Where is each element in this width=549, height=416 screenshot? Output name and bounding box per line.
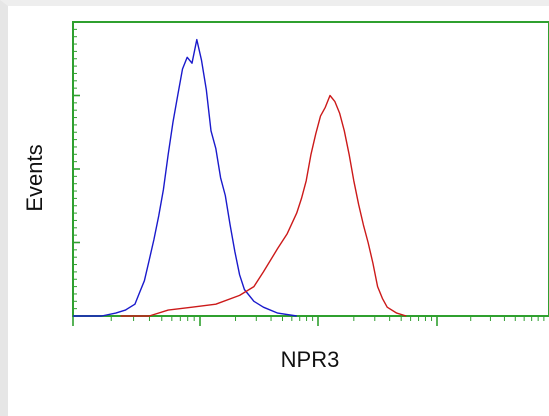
y-axis-label: Events [22, 144, 47, 211]
series-layer [73, 38, 407, 317]
x-axis-ticks [72, 316, 545, 326]
x-axis-label: NPR3 [281, 347, 340, 372]
series-line-1 [73, 38, 297, 317]
y-axis-ticks [73, 21, 80, 317]
series-line-2 [120, 94, 407, 317]
plot-area [72, 21, 549, 317]
plot-border [72, 21, 549, 317]
